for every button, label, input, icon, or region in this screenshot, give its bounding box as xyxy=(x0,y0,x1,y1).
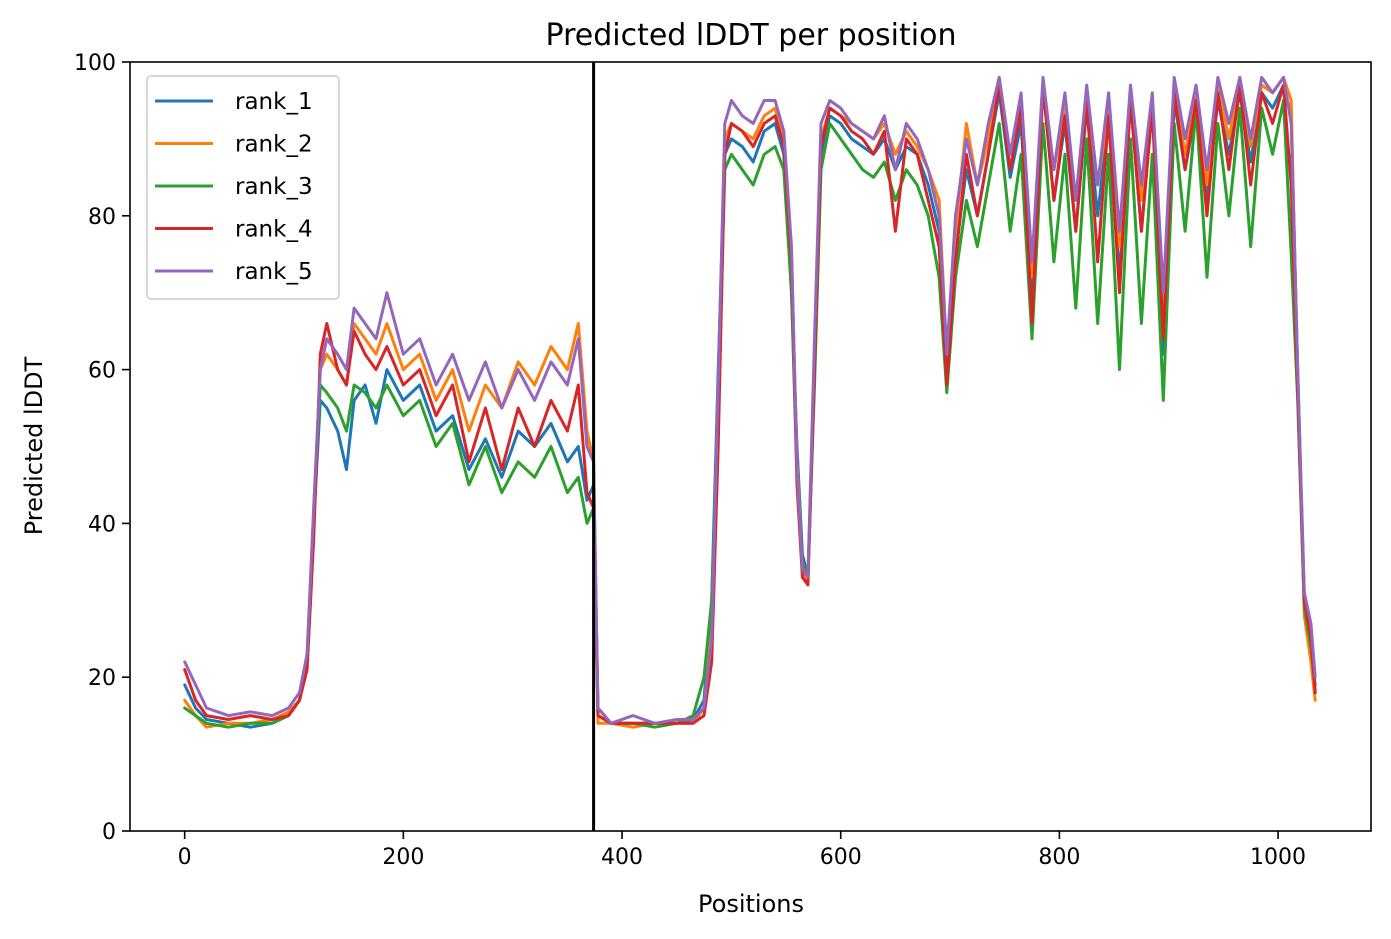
x-axis-label: Positions xyxy=(698,890,804,918)
x-tick-label: 600 xyxy=(820,845,862,870)
legend: rank_1 rank_2 rank_3 rank_4 rank_5 xyxy=(146,75,340,300)
x-tick-label: 800 xyxy=(1038,845,1080,870)
x-tick-label: 0 xyxy=(178,845,192,870)
y-tick-label: 0 xyxy=(102,820,116,845)
y-tick-label: 60 xyxy=(88,359,116,384)
x-axis-ticks: 0 200 400 600 800 1000 xyxy=(178,831,1306,870)
y-tick-label: 80 xyxy=(88,205,116,230)
x-tick-label: 200 xyxy=(382,845,424,870)
plot-frame xyxy=(129,61,1372,832)
series-layer xyxy=(183,75,1317,729)
x-tick-label: 400 xyxy=(601,845,643,870)
series-line-rank-3 xyxy=(183,99,1317,729)
legend-box xyxy=(146,75,340,300)
y-axis-ticks: 0 20 40 60 80 100 xyxy=(74,51,130,845)
series-line-rank-5 xyxy=(183,75,1317,725)
chart-title: Predicted lDDT per position xyxy=(546,18,957,53)
legend-label-rank-1: rank_1 xyxy=(235,89,313,115)
legend-label-rank-3: rank_3 xyxy=(235,174,313,200)
y-tick-label: 100 xyxy=(74,51,116,76)
legend-label-rank-2: rank_2 xyxy=(235,132,313,158)
legend-label-rank-4: rank_4 xyxy=(235,217,313,243)
x-tick-label: 1000 xyxy=(1250,845,1306,870)
y-axis-label: Predicted lDDT xyxy=(20,356,48,535)
legend-label-rank-5: rank_5 xyxy=(235,259,313,285)
y-tick-label: 40 xyxy=(88,512,116,537)
y-tick-label: 20 xyxy=(88,666,116,691)
